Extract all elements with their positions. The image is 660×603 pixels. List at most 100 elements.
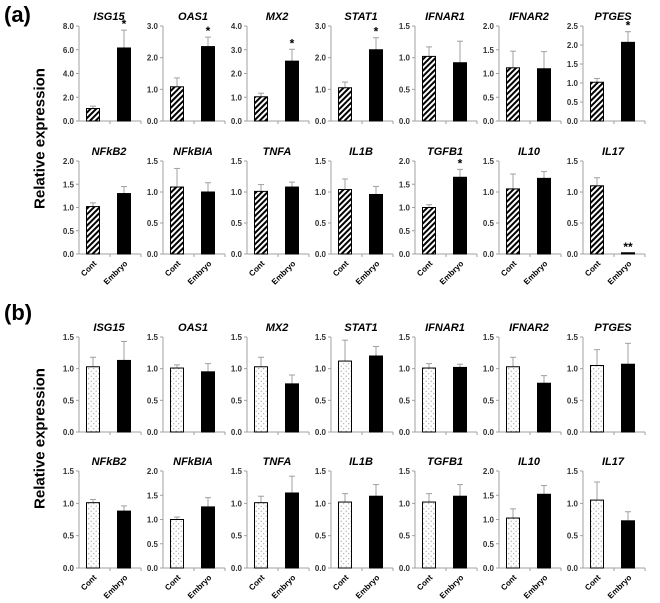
y-tick-label: 1.5 xyxy=(567,333,579,342)
bar-cont xyxy=(422,367,436,433)
y-tick-label: 2.0 xyxy=(147,54,159,63)
bar-cont xyxy=(338,87,352,122)
x-category-label: Cont xyxy=(415,573,434,592)
subplot-title: NFkB2 xyxy=(92,456,127,468)
y-tick-label: 1.0 xyxy=(315,365,327,374)
subplot-b-oas1: OAS1 0.0 0.5 1.0 1.5 xyxy=(147,322,226,437)
subplot-b-nfkb2: NFkB2 0.0 0.5 1.0 1.5 Cont Embryo xyxy=(63,456,142,600)
y-tick-label: 0.0 xyxy=(483,250,495,259)
y-tick-label: 1.5 xyxy=(399,180,411,189)
subplot-a-il17: IL17 0.0 0.5 1.0 1.5 ** Cont Embryo xyxy=(567,146,646,286)
y-tick-label: 1.0 xyxy=(315,85,327,94)
y-tick-label: 1.0 xyxy=(231,188,243,197)
y-tick-label: 1.0 xyxy=(399,499,411,508)
x-category-label: Cont xyxy=(499,259,518,278)
bar-embryo xyxy=(537,177,551,255)
y-tick-label: 2.0 xyxy=(483,467,495,476)
y-tick-label: 0.0 xyxy=(315,250,327,259)
bar-embryo xyxy=(201,506,215,569)
y-tick-label: 2.0 xyxy=(483,22,495,31)
bar-embryo xyxy=(117,359,131,433)
y-tick-label: 1.5 xyxy=(483,333,495,342)
bar-cont xyxy=(254,502,268,569)
bar-embryo xyxy=(621,363,635,433)
y-tick-label: 1.0 xyxy=(147,516,159,525)
y-tick-label: 1.5 xyxy=(399,467,411,476)
subplot-title: IFNAR2 xyxy=(509,11,549,23)
y-tick-label: 0.5 xyxy=(567,219,579,228)
y-tick-label: 1.5 xyxy=(147,491,159,500)
y-tick-label: 0.5 xyxy=(399,396,411,405)
y-tick-label: 1.0 xyxy=(483,188,495,197)
y-tick-label: 6.0 xyxy=(63,46,75,55)
bar-embryo xyxy=(453,366,467,433)
subplot-a-nfkbia: NFkBIA 0.0 0.5 1.0 1.5 Cont Embryo xyxy=(147,146,226,286)
y-tick-label: 0.0 xyxy=(231,428,243,437)
subplot-title: TGFB1 xyxy=(427,146,463,158)
y-tick-label: 0.0 xyxy=(399,428,411,437)
bar-cont xyxy=(506,67,520,122)
y-tick-label: 4.0 xyxy=(231,22,243,31)
x-category-label: Embryo xyxy=(270,259,298,287)
y-tick-label: 1.5 xyxy=(315,157,327,166)
y-tick-label: 0.0 xyxy=(315,117,327,126)
x-category-label: Cont xyxy=(499,573,518,592)
y-tick-label: 1.0 xyxy=(315,499,327,508)
y-tick-label: 0.0 xyxy=(147,250,159,259)
x-category-label: Cont xyxy=(583,259,602,278)
y-tick-label: 0.5 xyxy=(483,396,495,405)
x-category-label: Cont xyxy=(79,573,98,592)
y-tick-label: 0.5 xyxy=(231,219,243,228)
bar-embryo xyxy=(453,176,467,255)
subplot-title: MX2 xyxy=(266,11,289,23)
y-tick-label: 1.0 xyxy=(399,365,411,374)
x-category-label: Embryo xyxy=(354,259,382,287)
bar-embryo xyxy=(369,355,383,433)
subplot-a-isg15: ISG15 0.0 2.0 4.0 6.0 8.0 * xyxy=(63,11,142,126)
bar-cont xyxy=(506,188,520,255)
y-tick-label: 0.5 xyxy=(147,396,159,405)
subplot-title: IL10 xyxy=(518,456,541,468)
y-tick-label: 0.0 xyxy=(231,564,243,573)
y-tick-label: 0.0 xyxy=(315,428,327,437)
y-tick-label: 1.5 xyxy=(399,333,411,342)
y-tick-label: 1.0 xyxy=(399,54,411,63)
bar-embryo xyxy=(621,252,635,255)
bar-cont xyxy=(422,501,436,569)
y-tick-label: 0.5 xyxy=(147,540,159,549)
y-tick-label: 0.0 xyxy=(483,117,495,126)
y-tick-label: 1.5 xyxy=(567,157,579,166)
subplot-title: OAS1 xyxy=(178,322,208,334)
subplot-title: OAS1 xyxy=(178,11,208,23)
bar-cont xyxy=(254,366,268,433)
y-tick-label: 3.0 xyxy=(147,22,159,31)
subplot-title: STAT1 xyxy=(344,11,377,23)
y-tick-label: 1.0 xyxy=(567,79,579,88)
y-tick-label: 1.0 xyxy=(315,188,327,197)
y-tick-label: 2.0 xyxy=(567,41,579,50)
bar-embryo xyxy=(201,46,215,122)
y-tick-label: 0.0 xyxy=(63,428,75,437)
y-tick-label: 1.5 xyxy=(63,467,75,476)
y-tick-label: 2.0 xyxy=(63,157,75,166)
y-tick-label: 0.0 xyxy=(399,117,411,126)
y-tick-label: 0.5 xyxy=(567,396,579,405)
y-tick-label: 0.5 xyxy=(231,532,243,541)
significance-marker: * xyxy=(626,19,631,33)
subplot-title: IFNAR1 xyxy=(425,11,465,23)
y-tick-label: 0.0 xyxy=(567,564,579,573)
y-tick-label: 1.5 xyxy=(63,180,75,189)
y-tick-label: 2.5 xyxy=(567,22,579,31)
y-tick-label: 1.5 xyxy=(315,333,327,342)
bar-embryo xyxy=(285,383,299,433)
y-tick-label: 3.0 xyxy=(231,46,243,55)
y-tick-label: 1.5 xyxy=(147,157,159,166)
bar-embryo xyxy=(621,41,635,122)
significance-marker: * xyxy=(290,36,295,50)
bar-cont xyxy=(590,499,604,569)
y-tick-label: 0.0 xyxy=(399,564,411,573)
subplot-title: TNFA xyxy=(263,456,292,468)
bar-embryo xyxy=(537,68,551,122)
